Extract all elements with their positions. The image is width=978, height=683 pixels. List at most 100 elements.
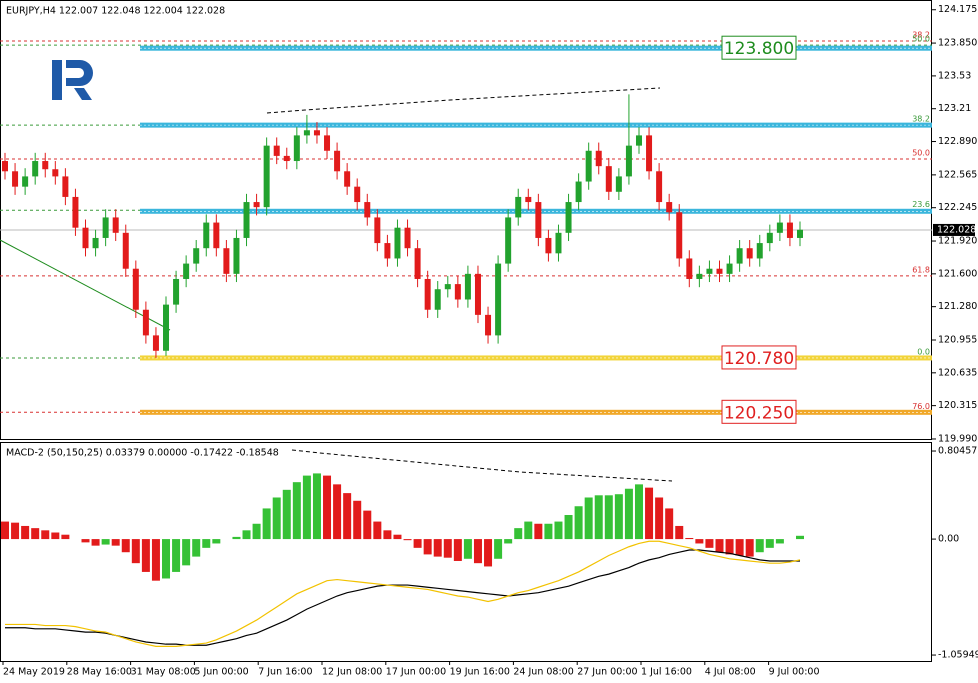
macd-bar xyxy=(323,475,332,540)
macd-bar xyxy=(252,523,261,540)
candle-body xyxy=(505,217,512,264)
candle-body xyxy=(12,171,19,187)
macd-bar xyxy=(333,484,342,540)
y-tick-label: 123.53 xyxy=(938,70,971,81)
candle-body xyxy=(52,169,59,177)
candle-body xyxy=(485,314,492,336)
candle-body xyxy=(283,155,290,162)
x-tick-label: 28 May 16:00 xyxy=(67,667,132,678)
x-tick-label: 24 May 2019 xyxy=(3,667,65,678)
macd-bar xyxy=(675,525,684,540)
macd-bar xyxy=(11,522,20,540)
macd-bar xyxy=(634,484,643,540)
candle-body xyxy=(22,176,29,187)
candle-body xyxy=(263,145,270,208)
macd-bar xyxy=(655,497,664,540)
price-panel xyxy=(0,0,932,440)
candle-body xyxy=(786,222,793,238)
macd-bar xyxy=(403,539,412,541)
candle-body xyxy=(625,145,632,177)
candle-body xyxy=(756,243,763,259)
macd-bar xyxy=(624,488,633,540)
candle-body xyxy=(2,161,8,172)
fib-label: 76.0 xyxy=(912,402,930,411)
y-tick-label: 122.245 xyxy=(938,202,977,213)
candle-body xyxy=(535,202,542,238)
candle-body xyxy=(495,263,502,336)
candle-body xyxy=(726,263,733,274)
candle-body xyxy=(565,202,572,233)
logo xyxy=(52,60,93,100)
macd-bar xyxy=(312,473,321,540)
macd-bar xyxy=(353,500,362,540)
macd-bar xyxy=(645,487,654,540)
macd-bar xyxy=(453,539,462,561)
y-tick-label: 122.565 xyxy=(938,169,977,180)
macd-bar xyxy=(484,539,493,567)
level-label-box xyxy=(721,345,797,370)
candle-body xyxy=(142,309,149,336)
macd-bar xyxy=(242,530,251,540)
macd-line xyxy=(5,549,800,646)
candle-body xyxy=(605,166,612,192)
candle-body xyxy=(585,150,592,182)
candle-body xyxy=(193,248,200,264)
candle-body xyxy=(706,268,713,274)
candle-body xyxy=(615,176,622,192)
candle-body xyxy=(62,176,69,197)
x-tick-label: 27 Jun 00:00 xyxy=(577,667,637,678)
level-label-box xyxy=(721,399,797,424)
candle-body xyxy=(676,212,683,259)
x-tick-label: 12 Jun 08:00 xyxy=(322,667,382,678)
candle-body xyxy=(686,258,693,279)
candle-body xyxy=(273,145,280,156)
macd-bar xyxy=(81,539,90,543)
y-tick-label: -1.05949 xyxy=(938,650,978,661)
y-tick-label: 123.21 xyxy=(938,103,971,114)
macd-bar xyxy=(614,494,623,540)
macd-bar xyxy=(91,539,100,546)
macd-bar xyxy=(413,539,422,548)
candle-body xyxy=(203,222,210,249)
macd-bar xyxy=(423,539,432,555)
candle-body xyxy=(444,284,451,290)
candle-body xyxy=(736,248,743,264)
last-price-label: 122.028 xyxy=(937,224,976,235)
candle-body xyxy=(394,227,401,259)
candle-body xyxy=(42,161,49,170)
candle-body xyxy=(384,243,391,259)
candle-body xyxy=(434,289,441,310)
fib-label: 0.0 xyxy=(917,347,930,356)
macd-bar xyxy=(1,521,9,540)
candle-body xyxy=(32,161,39,177)
macd-bar xyxy=(151,539,160,581)
macd-bar xyxy=(162,539,171,579)
macd-bar xyxy=(725,539,734,555)
macd-bar xyxy=(494,539,503,559)
candle-body xyxy=(414,248,421,279)
macd-bar xyxy=(433,539,442,557)
macd-bar xyxy=(101,539,110,545)
macd-bar xyxy=(393,534,402,540)
macd-bar xyxy=(292,482,301,540)
macd-bar xyxy=(564,515,573,540)
macd-bar xyxy=(212,539,221,544)
price-title: EURJPY,H4 122.007 122.048 122.004 122.02… xyxy=(6,6,225,17)
macd-bar xyxy=(131,539,140,564)
x-tick-label: 19 Jun 16:00 xyxy=(450,667,510,678)
macd-bar xyxy=(524,521,533,540)
y-tick-label: 121.280 xyxy=(938,301,977,312)
level-label: 120.250 xyxy=(724,403,794,423)
trend-line xyxy=(0,239,171,331)
candle-body xyxy=(82,227,89,249)
x-tick-label: 17 Jun 00:00 xyxy=(386,667,446,678)
macd-bar xyxy=(141,539,150,572)
macd-bar xyxy=(755,539,764,553)
candle-body xyxy=(122,232,129,269)
macd-bar xyxy=(192,539,201,557)
y-tick-label: 0.80457 xyxy=(938,446,977,457)
candle-body xyxy=(253,202,260,208)
candle-body xyxy=(635,135,642,146)
last-price-box xyxy=(933,223,975,236)
candle-body xyxy=(696,273,703,279)
